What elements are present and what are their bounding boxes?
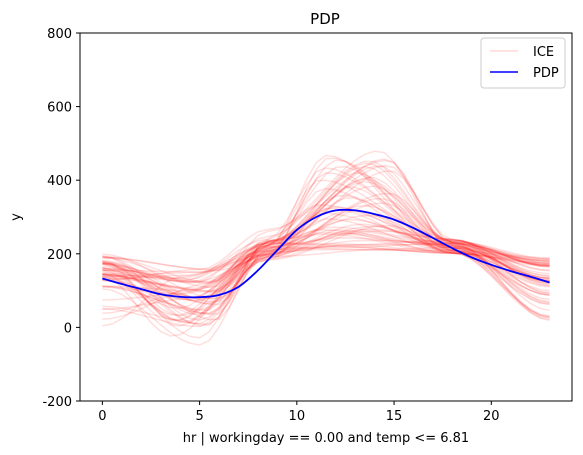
ice-line — [102, 239, 550, 337]
ice-line — [102, 187, 550, 284]
ice-line — [102, 194, 550, 311]
ice-line — [102, 248, 550, 324]
y-axis-label: y — [9, 213, 24, 221]
x-tick-label: 20 — [483, 409, 500, 424]
ice-line — [102, 158, 550, 316]
x-axis: 0 5 10 15 20 — [98, 401, 500, 424]
ice-line — [102, 165, 550, 289]
ice-line — [102, 224, 550, 292]
y-tick-label: 200 — [47, 248, 72, 263]
ice-line — [102, 233, 550, 300]
ice-line — [102, 237, 550, 317]
x-tick-label: 0 — [98, 409, 106, 424]
ice-line — [102, 170, 550, 306]
ice-line — [102, 229, 550, 327]
ice-line — [102, 150, 550, 287]
ice-line — [102, 246, 550, 305]
ice-line — [102, 162, 550, 309]
pdp-line — [102, 208, 550, 299]
ice-line — [102, 160, 550, 284]
ice-line — [102, 231, 550, 321]
legend: ICE PDP — [480, 37, 566, 89]
x-tick-label: 10 — [289, 409, 306, 424]
ice-line — [102, 192, 550, 311]
y-tick-label: 800 — [47, 27, 72, 42]
ice-line — [102, 204, 550, 291]
ice-line — [102, 180, 550, 299]
ice-line — [102, 171, 550, 328]
ice-line — [102, 204, 550, 316]
ice-line — [102, 245, 550, 318]
ice-line — [102, 165, 550, 320]
x-tick-label: 15 — [386, 409, 403, 424]
ice-line — [102, 198, 550, 303]
ice-line — [102, 225, 550, 346]
ice-line — [102, 218, 550, 323]
ice-line — [102, 239, 550, 272]
y-tick-label: 0 — [64, 321, 72, 336]
ice-line — [102, 232, 550, 301]
ice-line — [102, 157, 550, 327]
x-tick-label: 5 — [195, 409, 203, 424]
ice-line — [102, 159, 550, 282]
ice-line — [102, 202, 550, 292]
ice-line — [102, 207, 550, 322]
legend-box — [480, 37, 566, 89]
y-tick-label: 400 — [47, 174, 72, 189]
pdp-line-group — [102, 208, 550, 299]
ice-line — [102, 172, 550, 301]
ice-line — [102, 241, 550, 317]
ice-line — [102, 165, 550, 339]
ice-line — [102, 230, 550, 283]
ice-line — [102, 164, 550, 325]
ice-line — [102, 185, 550, 280]
legend-pdp-label: PDP — [533, 66, 559, 81]
ice-line — [102, 167, 550, 282]
chart-title: PDP — [310, 10, 340, 28]
ice-line — [102, 206, 550, 270]
ice-line — [102, 246, 550, 298]
ice-line — [102, 223, 550, 303]
ice-line — [102, 179, 550, 310]
ice-line — [102, 242, 550, 283]
ice-line — [102, 178, 550, 321]
legend-ice-label: ICE — [533, 45, 554, 60]
ice-lines — [102, 150, 550, 346]
ice-line — [102, 186, 550, 306]
plot-frame — [79, 32, 573, 402]
ice-line — [102, 218, 550, 279]
x-axis-label: hr | workingday == 0.00 and temp <= 6.81 — [183, 431, 469, 446]
y-tick-label: -200 — [42, 395, 72, 410]
ice-line — [102, 226, 550, 322]
ice-line — [102, 242, 550, 312]
ice-line — [102, 176, 550, 281]
ice-line — [102, 228, 550, 295]
ice-line — [102, 197, 550, 325]
y-tick-label: 600 — [47, 101, 72, 116]
ice-line — [102, 154, 550, 321]
ice-line — [102, 230, 550, 314]
ice-line — [102, 243, 550, 327]
y-axis: -200 0 200 400 600 800 — [42, 27, 80, 410]
ice-line — [102, 209, 550, 321]
